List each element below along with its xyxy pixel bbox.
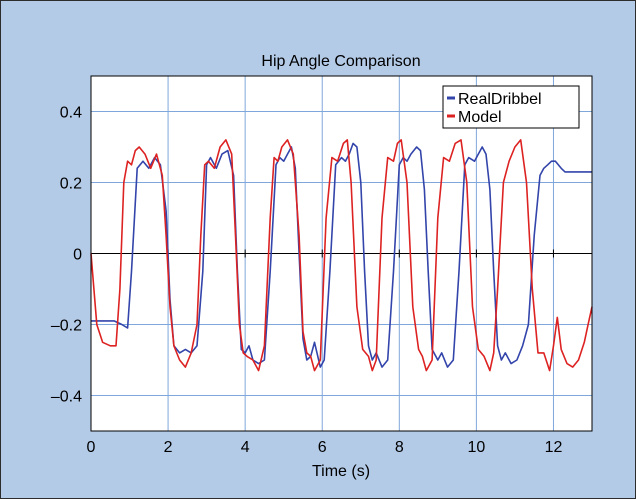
chart-title: Hip Angle Comparison [261, 53, 420, 70]
x-tick-label: 6 [318, 439, 327, 456]
x-tick-label: 12 [545, 439, 563, 456]
legend-box [442, 85, 580, 129]
series-line-realdribbel [91, 142, 592, 368]
y-tick-label: 0.4 [60, 105, 82, 122]
x-tick-label: 0 [87, 439, 96, 456]
series-line-model [90, 139, 593, 372]
y-tick-label: 0.2 [60, 176, 82, 193]
y-tick-label: –0.4 [51, 389, 82, 406]
x-tick-label: 10 [467, 439, 485, 456]
legend-label-realdribbel: RealDribbel [458, 91, 542, 108]
x-axis-label: Time (s) [312, 463, 370, 480]
plot-border [90, 75, 593, 432]
x-tick-label: 8 [395, 439, 404, 456]
y-tick-label: 0 [73, 247, 82, 264]
x-tick-label: 4 [241, 439, 250, 456]
y-tick-label: –0.2 [51, 318, 82, 335]
x-tick-label: 2 [164, 439, 173, 456]
legend-label-model: Model [458, 109, 502, 126]
